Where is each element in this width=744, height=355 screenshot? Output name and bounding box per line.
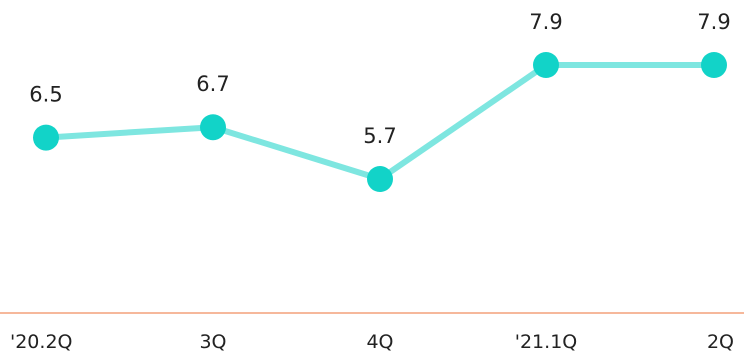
data-points: [33, 52, 727, 192]
data-point-4: [533, 52, 559, 78]
series-line: [43, 62, 717, 182]
data-point-2: [200, 114, 226, 141]
x-tick-label-4: '21.1Q: [515, 331, 577, 353]
data-point-1: [33, 124, 59, 151]
x-tick-label-5: 2Q: [707, 331, 734, 353]
data-label-5: 7.9: [697, 10, 730, 34]
data-label-4: 7.9: [529, 10, 562, 34]
x-tick-label-2: 3Q: [199, 331, 226, 353]
data-point-5: [701, 52, 727, 78]
x-tick-label-3: 4Q: [366, 331, 393, 353]
data-label-2: 6.7: [196, 72, 229, 96]
data-label-1: 6.5: [29, 83, 62, 107]
data-label-3: 5.7: [363, 124, 396, 148]
data-point-3: [367, 166, 393, 192]
x-tick-label-1: '20.2Q: [10, 331, 72, 353]
data-labels: 6.5 6.7 5.7 7.9 7.9: [29, 10, 730, 148]
x-tick-labels: '20.2Q 3Q 4Q '21.1Q 2Q: [10, 331, 734, 353]
